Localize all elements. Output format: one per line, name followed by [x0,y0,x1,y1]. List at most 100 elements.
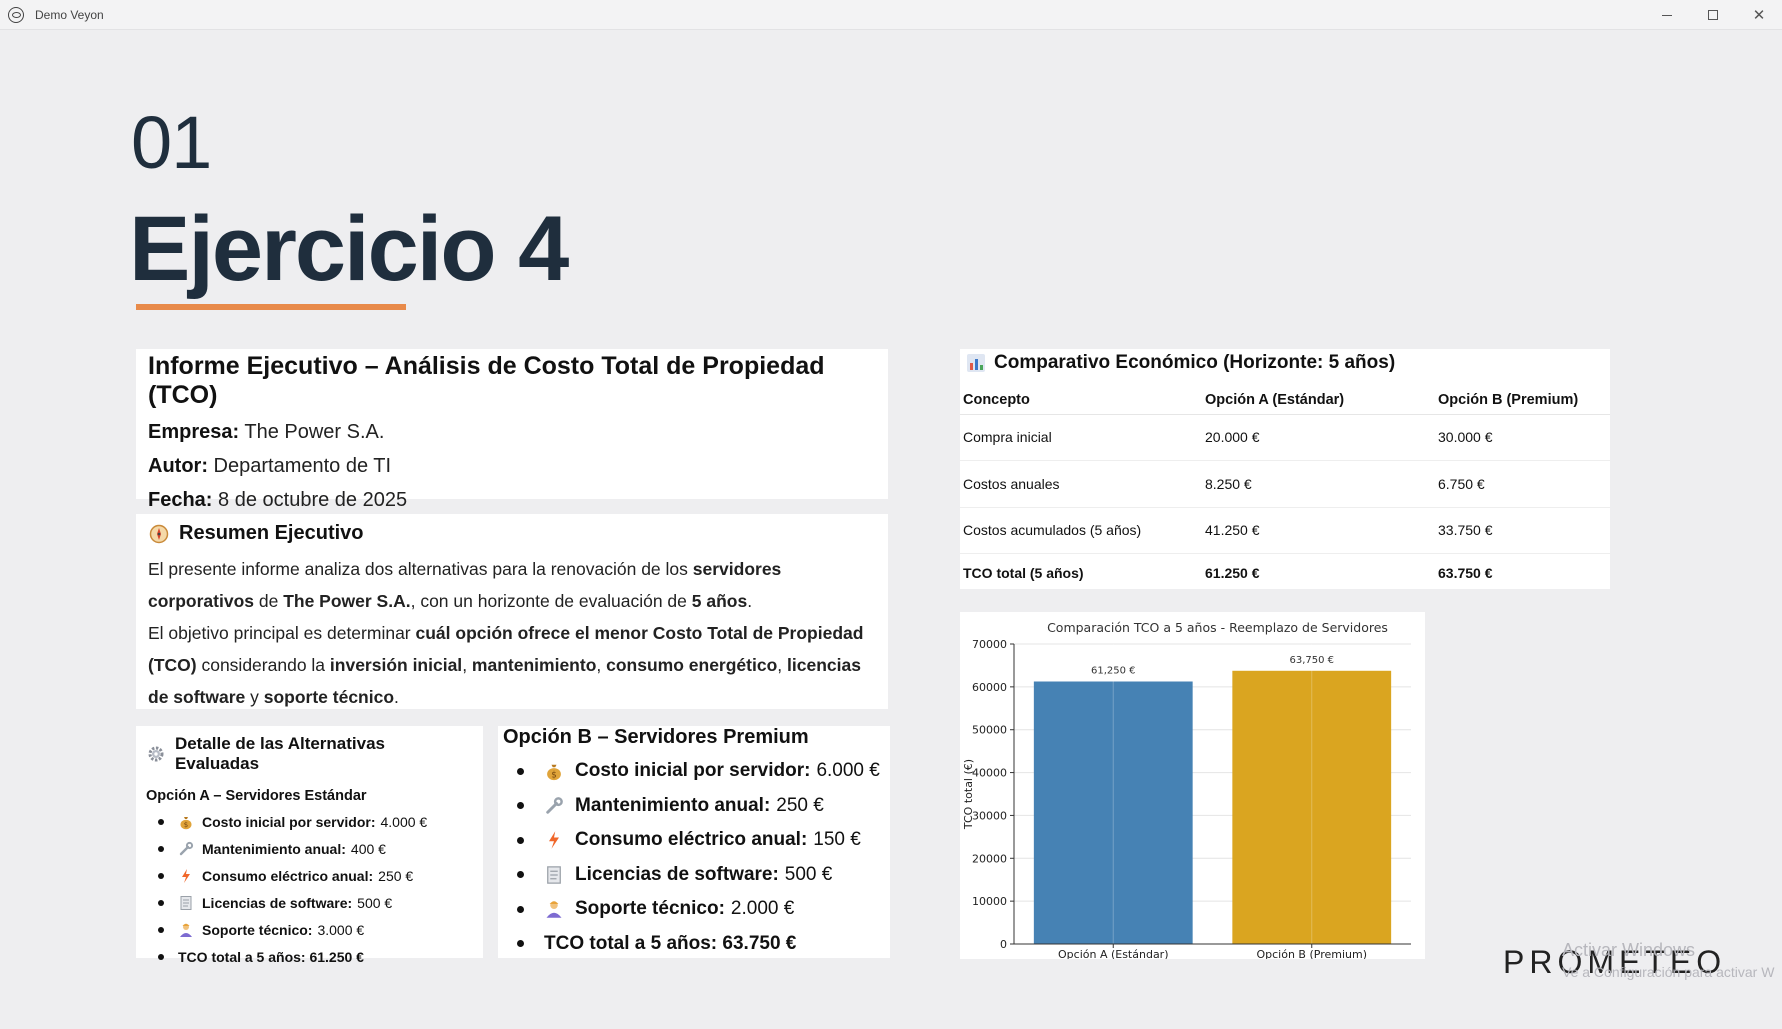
x-tick-label: Opción A (Estándar) [1058,948,1169,959]
resumen-heading: Resumen Ejecutivo [179,522,364,544]
bullet-point [158,872,164,879]
table-cell: 30.000 € [1435,414,1610,461]
item-value: 4.000 € [380,813,428,830]
item-value: 250 € [378,867,414,884]
table-cell: 33.750 € [1435,507,1610,554]
option-b-item: Soporte técnico: 2.000 € [503,892,885,927]
y-tick-label: 70000 [972,638,1007,651]
y-tick-label: 30000 [972,809,1007,822]
option-b-title: Opción B – Servidores Premium [503,726,809,748]
title-underline [136,304,406,310]
option-b-item: TCO total a 5 años: 63.750 € [503,927,885,962]
empresa-value: The Power S.A. [244,421,385,443]
option-b-item: Consumo eléctrico anual: 150 € [503,823,885,858]
y-tick-label: 0 [1000,938,1007,951]
window-controls: ✕ [1644,0,1782,30]
fecha-value: 8 de octubre de 2025 [218,489,408,511]
table-cell: 8.250 € [1202,460,1435,508]
activation-watermark-text: Ve a Configuración para activar W [1562,964,1775,980]
x-tick-label: Opción B (Premium) [1256,948,1367,959]
item-label: Soporte técnico: [202,921,313,938]
item-value: 500 € [784,863,833,885]
bullet-point [158,926,164,933]
resumen-bold-segment: inversión inicial [329,655,463,675]
resumen-text-segment: El objetivo principal es determinar [148,623,416,643]
comparativo-card: Comparativo Económico (Horizonte: 5 años… [960,349,1610,589]
svg-text:$: $ [551,771,557,781]
item-label: TCO total a 5 años: 63.750 € [544,932,797,954]
money-bag-icon: $ [544,761,564,781]
close-button[interactable]: ✕ [1736,0,1782,30]
resumen-text-segment: , [596,655,607,675]
window-title: Demo Veyon [35,7,104,22]
item-label: TCO total a 5 años: 61.250 € [178,948,364,965]
option-b-item: Mantenimiento anual: 250 € [503,789,885,824]
y-axis-label: TCO total (€) [962,759,975,830]
gear-icon [146,744,166,764]
minimize-icon [1662,14,1672,16]
table-cell: Compra inicial [960,414,1202,461]
resumen-bold-segment: cuál opción ofrece el menor Costo Total … [148,623,864,675]
money-bag-icon: $ [178,814,194,830]
detalle-heading: Detalle de las Alternativas Evaluadas [174,734,386,773]
item-value: 3.000 € [317,921,365,938]
option-b-card: Opción B – Servidores Premium $ Costo ini… [498,726,890,958]
technician-icon [178,922,194,938]
close-icon: ✕ [1752,7,1766,24]
bullet-point [517,940,524,948]
bullet-point [517,836,524,844]
table-cell: 41.250 € [1202,507,1435,554]
y-tick-label: 50000 [972,724,1007,737]
empresa-label: Empresa: [148,421,240,443]
option-b-item: $ Costo inicial por servidor: 6.000 € [503,754,885,789]
item-label: Consumo eléctrico anual: [575,829,808,851]
lightning-icon [544,830,564,850]
table-cell: 20.000 € [1202,414,1435,461]
resumen-text-segment: . [747,591,753,611]
resumen-text-segment: . [394,687,399,707]
bar [1033,681,1193,944]
technician-icon [544,899,564,919]
item-label: Mantenimiento anual: [575,794,771,816]
empresa-line: Empresa: The Power S.A. [148,421,876,444]
bar-data-label: 61,250 € [1091,666,1136,677]
resumen-text-segment: , [777,655,788,675]
resumen-bold-segment: 5 años [691,591,748,611]
maximize-button[interactable] [1690,0,1736,30]
option-a-item: TCO total a 5 años: 61.250 € [146,943,473,970]
item-label: Soporte técnico: [575,898,725,920]
compass-icon [148,523,170,545]
window-titlebar: Demo Veyon ✕ [0,0,1782,30]
lightning-icon [178,868,194,884]
bullet-point [158,899,164,906]
resumen-bold-segment: mantenimiento [471,655,597,675]
resumen-text-segment: y [245,687,264,707]
bullet-point [158,845,164,852]
comparativo-heading: Comparativo Económico (Horizonte: 5 años… [994,352,1396,373]
document-icon [544,865,564,885]
resumen-text-segment: , [462,655,472,675]
item-value: 2.000 € [730,898,795,920]
prometeo-logo: PROMETEO [1503,944,1727,980]
option-b-list: $ Costo inicial por servidor: 6.000 € Mante… [503,754,885,961]
bullet-point [517,767,524,775]
resumen-text-segment: de [254,591,284,611]
column-header: Opción A (Estándar) [1202,386,1435,415]
fecha-line: Fecha: 8 de octubre de 2025 [148,489,876,512]
veyon-app-icon [8,6,24,23]
minimize-button[interactable] [1644,0,1690,30]
bar [1232,670,1392,944]
resumen-paragraph: El presente informe analiza dos alternat… [148,553,876,713]
bullet-point [517,802,524,810]
autor-line: Autor: Departamento de TI [148,455,876,478]
table-cell: Costos acumulados (5 años) [960,507,1202,554]
item-value: 400 € [350,840,386,857]
item-value: 6.000 € [816,760,880,782]
bullet-point [517,905,524,913]
maximize-icon [1708,10,1718,20]
table-total-row: TCO total (5 años) 61.250 € 63.750 € [960,554,1610,592]
resumen-header: Resumen Ejecutivo [148,522,876,545]
item-value: 150 € [813,829,861,851]
item-label: Costo inicial por servidor: [575,760,811,782]
resumen-text-segment: considerando la [196,655,330,675]
